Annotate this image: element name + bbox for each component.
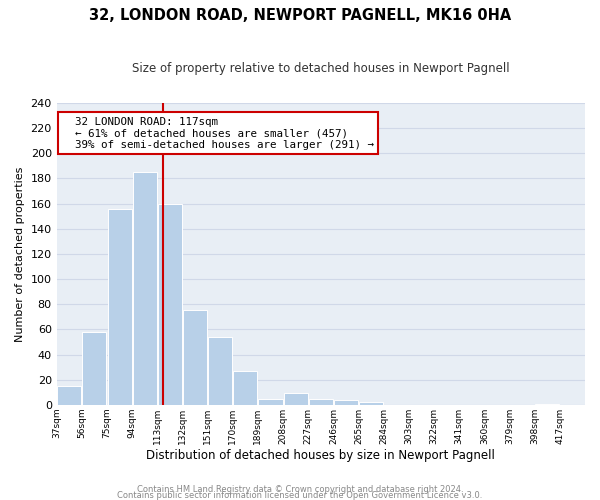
Text: 32, LONDON ROAD, NEWPORT PAGNELL, MK16 0HA: 32, LONDON ROAD, NEWPORT PAGNELL, MK16 0… bbox=[89, 8, 511, 22]
Bar bbox=[107, 208, 131, 405]
Bar bbox=[183, 310, 207, 405]
Bar bbox=[158, 204, 182, 405]
Y-axis label: Number of detached properties: Number of detached properties bbox=[15, 166, 25, 342]
Bar bbox=[233, 371, 257, 405]
Bar bbox=[208, 337, 232, 405]
Bar bbox=[284, 394, 308, 405]
Title: Size of property relative to detached houses in Newport Pagnell: Size of property relative to detached ho… bbox=[132, 62, 509, 76]
Text: Contains public sector information licensed under the Open Government Licence v3: Contains public sector information licen… bbox=[118, 490, 482, 500]
Bar bbox=[133, 172, 157, 405]
Text: 32 LONDON ROAD: 117sqm
  ← 61% of detached houses are smaller (457)
  39% of sem: 32 LONDON ROAD: 117sqm ← 61% of detached… bbox=[62, 116, 374, 150]
Bar bbox=[359, 402, 383, 405]
X-axis label: Distribution of detached houses by size in Newport Pagnell: Distribution of detached houses by size … bbox=[146, 450, 495, 462]
Text: Contains HM Land Registry data © Crown copyright and database right 2024.: Contains HM Land Registry data © Crown c… bbox=[137, 484, 463, 494]
Bar bbox=[57, 386, 81, 405]
Bar bbox=[334, 400, 358, 405]
Bar bbox=[82, 332, 106, 405]
Bar bbox=[259, 398, 283, 405]
Bar bbox=[309, 398, 333, 405]
Bar bbox=[535, 404, 559, 405]
